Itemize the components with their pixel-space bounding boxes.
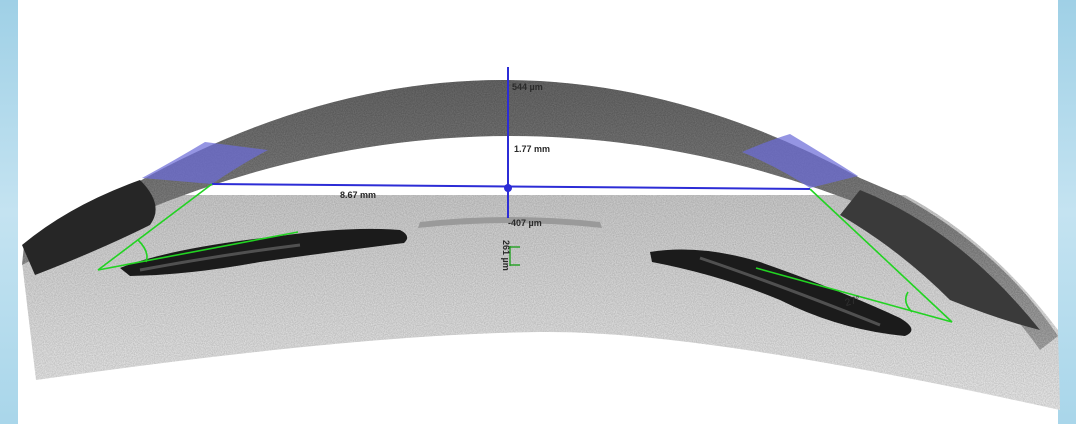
right-angle-marker	[755, 188, 953, 323]
lens-vault-label: 261 µm	[501, 240, 511, 271]
left-angle-marker	[97, 183, 299, 271]
lens-vault-marker	[509, 246, 520, 266]
lens-position-label: -407 µm	[508, 218, 542, 228]
iris-right	[650, 249, 912, 336]
right-angle-tissue	[840, 190, 1040, 330]
left-angle-tissue	[22, 180, 156, 275]
left-highlight-zone	[142, 142, 268, 184]
corneal-thickness-label: 544 µm	[512, 82, 543, 92]
iris-left	[120, 228, 408, 276]
angle-distance-label: 8.67 mm	[340, 190, 376, 200]
center-point	[504, 184, 512, 192]
right-highlight-zone	[742, 134, 858, 188]
right-angle-label: 27°	[844, 294, 861, 309]
lens-surface	[418, 217, 602, 228]
chamber-depth-label: 1.77 mm	[514, 144, 550, 154]
